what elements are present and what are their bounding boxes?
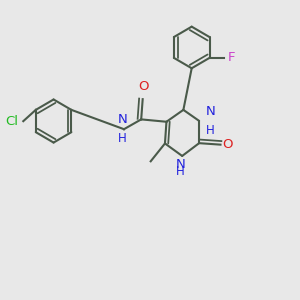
Text: H: H [206, 124, 214, 137]
Text: H: H [176, 166, 185, 178]
Text: O: O [138, 80, 148, 93]
Text: O: O [222, 138, 232, 151]
Text: N: N [176, 158, 186, 171]
Text: Cl: Cl [5, 115, 18, 128]
Text: N: N [118, 113, 128, 126]
Text: N: N [206, 105, 215, 118]
Text: H: H [118, 132, 127, 145]
Text: F: F [228, 51, 236, 64]
